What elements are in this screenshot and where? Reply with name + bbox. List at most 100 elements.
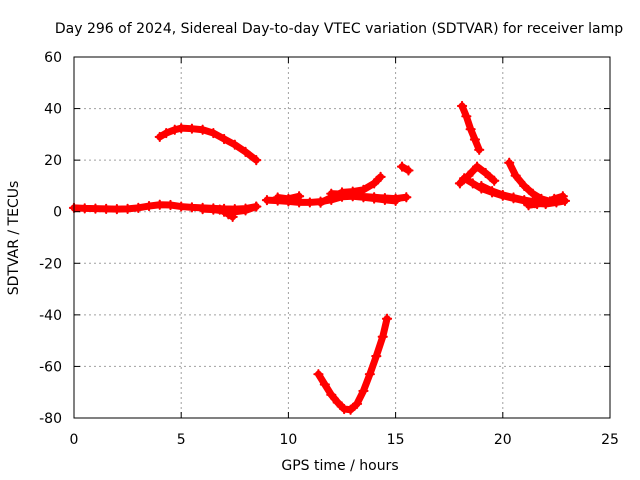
- data-point: [456, 100, 468, 112]
- data-point: [251, 155, 262, 166]
- data-point: [283, 193, 294, 204]
- data-point: [313, 369, 324, 380]
- data-point: [497, 189, 508, 201]
- data-point: [523, 200, 534, 211]
- data-point: [486, 185, 498, 197]
- series-arc-10: [313, 313, 393, 415]
- data-point: [454, 178, 466, 189]
- x-tick-label: 10: [279, 432, 297, 448]
- y-tick-label: 20: [44, 153, 62, 169]
- y-tick-label: -40: [39, 308, 62, 324]
- x-axis-label: GPS time / hours: [281, 458, 398, 474]
- data-point: [197, 204, 208, 215]
- series-arc-7: [315, 171, 386, 208]
- data-point: [532, 198, 543, 210]
- data-point: [381, 313, 393, 324]
- data-point: [474, 144, 485, 155]
- data-point: [169, 124, 180, 135]
- data-point: [377, 331, 388, 342]
- data-point: [403, 165, 414, 176]
- data-point: [347, 186, 358, 197]
- data-point: [369, 192, 380, 203]
- data-point: [79, 203, 90, 214]
- data-point: [557, 191, 568, 202]
- data-point: [101, 203, 112, 214]
- data-point: [358, 385, 369, 397]
- data-point: [489, 175, 500, 186]
- data-point: [549, 193, 560, 204]
- grid: [74, 57, 610, 418]
- data-point: [480, 167, 491, 179]
- data-point: [396, 161, 408, 172]
- x-tick-label: 0: [70, 432, 79, 448]
- data-point: [390, 193, 401, 204]
- y-axis-label: SDTVAR / TECUs: [6, 181, 22, 296]
- data-point: [319, 379, 330, 390]
- data-point: [315, 197, 326, 208]
- y-tick-label: -60: [39, 359, 62, 375]
- data-point: [229, 139, 240, 150]
- data-point: [133, 202, 144, 213]
- data-point: [519, 195, 530, 206]
- data-point: [364, 369, 375, 380]
- data-point: [240, 146, 251, 157]
- data-point: [165, 199, 176, 211]
- y-tick-label: -20: [39, 256, 62, 272]
- data-point: [154, 199, 165, 210]
- data-point: [240, 205, 251, 216]
- data-point: [358, 184, 369, 195]
- data-point: [143, 200, 155, 212]
- data-point: [208, 127, 219, 139]
- data-point: [326, 389, 337, 400]
- series-arc-11: [456, 100, 485, 155]
- series-arc-4: [154, 123, 262, 166]
- data-point: [197, 124, 208, 135]
- data-point: [476, 180, 487, 192]
- data-point: [261, 195, 273, 206]
- data-point: [186, 202, 198, 213]
- series-arc-16: [523, 191, 568, 211]
- data-point: [375, 171, 386, 183]
- data-point: [471, 161, 483, 172]
- data-point: [465, 124, 476, 135]
- series-arc-8: [272, 191, 305, 204]
- y-tick-label: -80: [39, 411, 62, 427]
- data-point: [227, 211, 238, 222]
- data-point: [469, 134, 481, 145]
- data-point: [379, 192, 390, 204]
- y-tick-label: 0: [53, 205, 62, 221]
- x-tick-label: 25: [601, 432, 619, 448]
- data-point: [272, 192, 283, 203]
- data-point: [304, 197, 315, 208]
- data-point: [371, 351, 382, 362]
- data-point: [519, 180, 530, 192]
- data-point: [294, 191, 305, 202]
- data-point: [176, 201, 187, 212]
- data-point: [463, 170, 474, 181]
- series-arc-9: [396, 161, 414, 176]
- data-point: [540, 197, 551, 208]
- plot-frame: [73, 56, 611, 419]
- data-point: [218, 133, 230, 145]
- series-arc-13: [454, 161, 500, 189]
- series-arc-3: [214, 204, 238, 222]
- data-point: [401, 192, 412, 203]
- x-tick-label: 20: [494, 432, 512, 448]
- data-point: [345, 404, 356, 415]
- y-tick-label: 40: [44, 102, 62, 118]
- data-point: [332, 397, 343, 408]
- data-point: [467, 178, 478, 189]
- chart-title: Day 296 of 2024, Sidereal Day-to-day VTE…: [55, 21, 623, 37]
- data-point: [504, 157, 515, 168]
- data-point: [351, 398, 363, 409]
- data-point: [176, 123, 187, 134]
- data-point: [161, 127, 172, 139]
- data-point: [336, 187, 348, 198]
- data-point: [508, 192, 519, 203]
- data-point: [154, 131, 165, 143]
- data-point: [510, 170, 521, 181]
- data-point: [369, 178, 380, 189]
- data-point: [326, 192, 337, 203]
- data-point: [186, 123, 198, 134]
